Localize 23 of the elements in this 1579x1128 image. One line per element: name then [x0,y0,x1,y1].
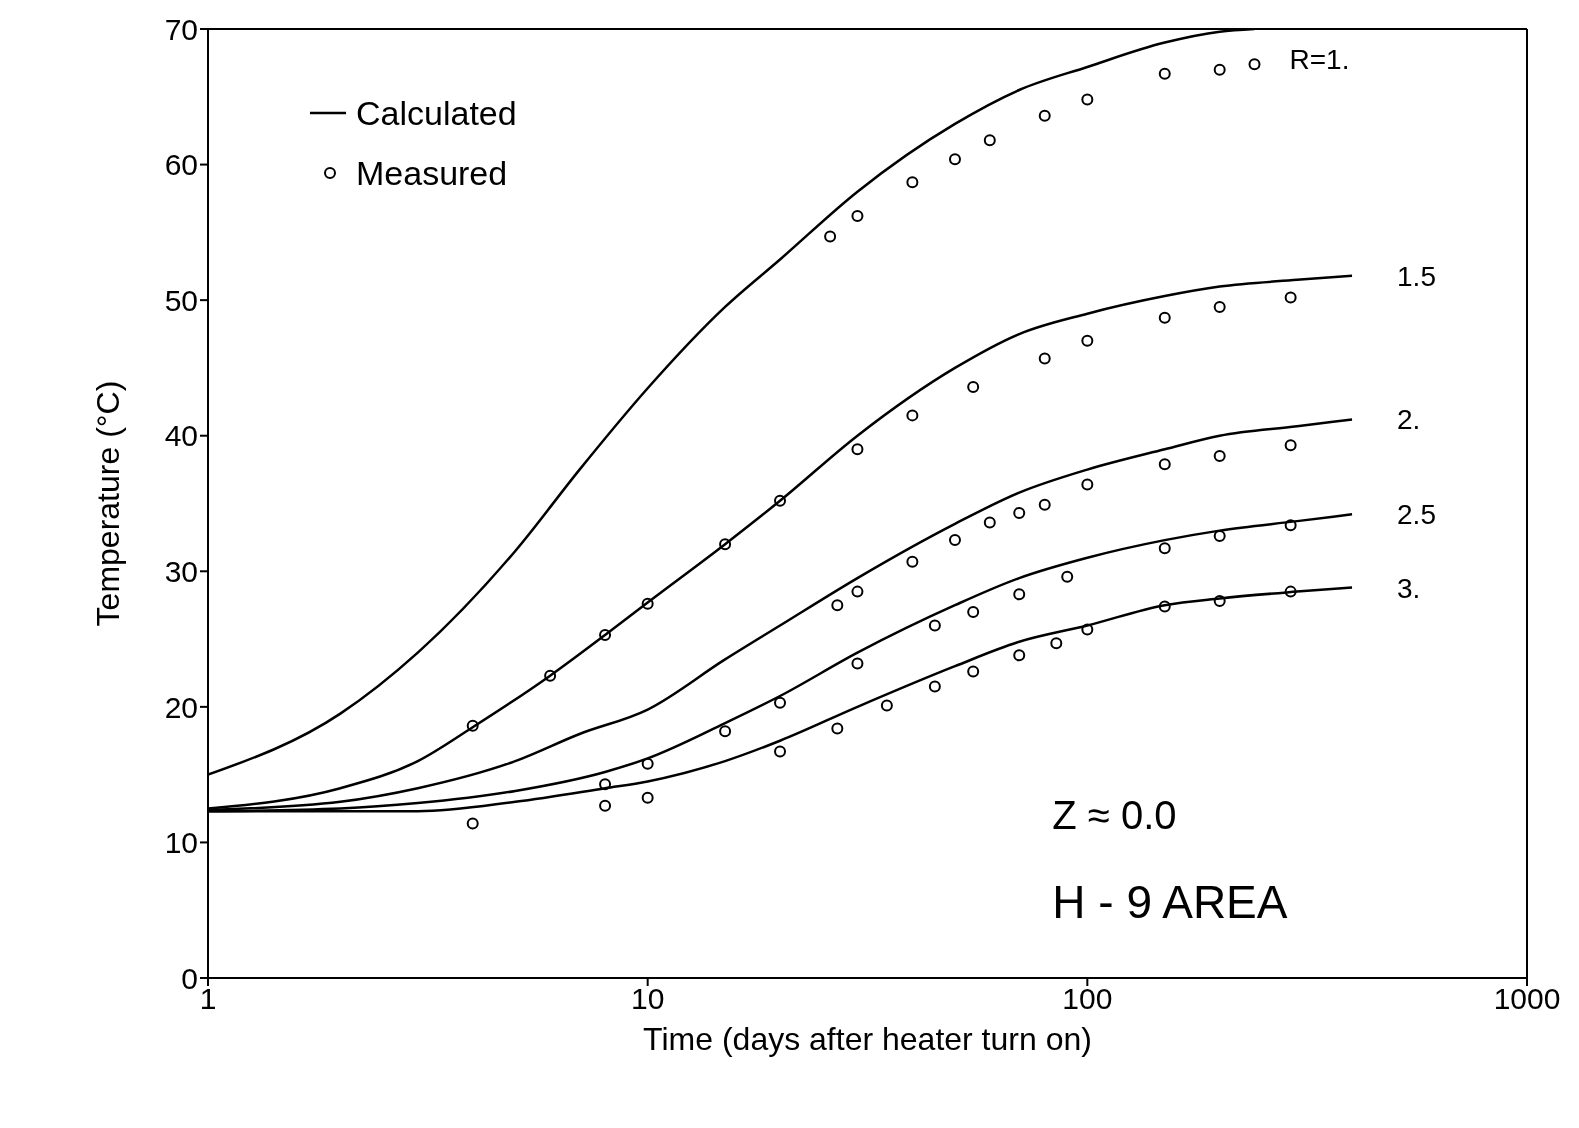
series-label: 1.5 [1397,260,1436,292]
x-tick-label: 1 [199,982,217,1016]
x-tick-label: 10 [630,982,665,1016]
x-tick-label: 1000 [1493,982,1561,1016]
annotation: Calculated [356,93,517,133]
series-label: R=1. [1289,44,1350,75]
y-tick-label: 70 [164,12,198,46]
series-label: 3. [1397,572,1421,604]
series-label: 2.5 [1397,499,1436,531]
y-tick-label: 30 [164,554,198,588]
y-tick-label: 50 [164,283,198,317]
annotation: H - 9 AREA [1052,874,1288,929]
y-tick-label: 40 [164,419,198,453]
y-axis-title: Temperature (°C) [90,380,127,627]
annotation: Z ≈ 0.0 [1052,793,1177,838]
y-tick-label: 20 [164,690,198,724]
y-tick-label: 60 [164,148,198,182]
series-label: 2. [1397,404,1421,436]
y-tick-label: 0 [181,961,198,995]
x-axis-title: Time (days after heater turn on) [643,1021,1092,1057]
legend-label: Measured [356,153,508,193]
x-tick-label: 100 [1062,982,1113,1016]
y-tick-label: 10 [164,826,198,860]
